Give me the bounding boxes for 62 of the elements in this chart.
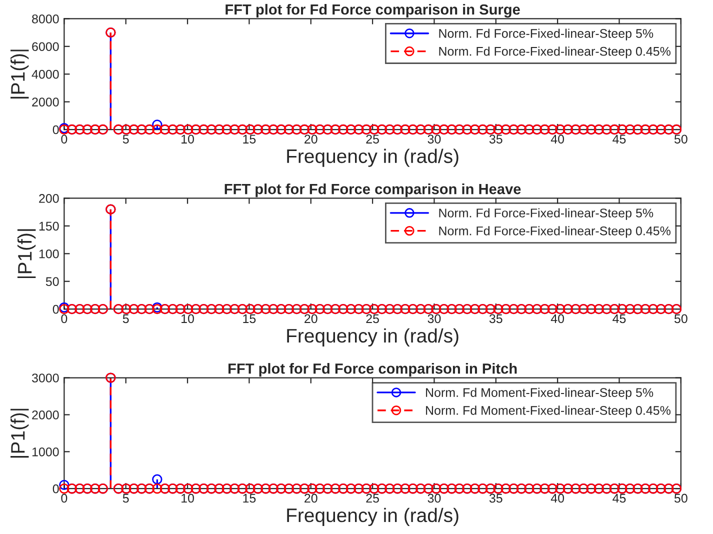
x-tick-label: 30 <box>428 314 441 324</box>
y-axis-title: |P1(f)| <box>10 50 29 98</box>
x-tick-label: 50 <box>674 134 688 144</box>
x-tick-label: 25 <box>366 134 379 144</box>
y-tick-label: 0 <box>52 125 59 134</box>
y-axis-title: |P1(f)| <box>10 408 29 458</box>
x-tick-label: 20 <box>304 314 318 324</box>
legend-label: Norm. Fd Force-Fixed-linear-Steep 5% <box>439 208 654 220</box>
x-tick-label: 35 <box>489 494 502 503</box>
x-tick-label: 10 <box>182 134 194 144</box>
y-tick-label: 200 <box>39 194 59 203</box>
y-tick-label: 2000 <box>32 98 59 106</box>
y-tick-label: 50 <box>46 277 59 286</box>
x-axis-title: Frequency in (rad/s) <box>287 148 458 167</box>
x-tick-label: 40 <box>550 134 564 144</box>
x-tick-label: 5 <box>122 494 129 503</box>
x-tick-label: 30 <box>428 134 441 144</box>
x-tick-label: 25 <box>366 494 379 503</box>
x-tick-label: 45 <box>612 134 626 144</box>
y-tick-label: 0 <box>52 304 59 314</box>
x-tick-label: 5 <box>122 134 129 144</box>
x-tick-label: 50 <box>674 494 688 503</box>
x-tick-label: 20 <box>304 494 318 503</box>
x-tick-label: 35 <box>489 314 502 324</box>
y-tick-label: 4000 <box>32 70 59 79</box>
y-tick-label: 0 <box>52 484 59 494</box>
x-tick-label: 40 <box>550 314 564 324</box>
x-tick-label: 35 <box>489 134 502 144</box>
legend-label: Norm. Fd Force-Fixed-linear-Steep 0.45% <box>439 226 670 238</box>
x-tick-label: 10 <box>182 314 194 324</box>
x-tick-label: 0 <box>61 494 68 503</box>
x-tick-label: 0 <box>61 134 68 144</box>
x-tick-label: 15 <box>243 494 256 503</box>
x-tick-label: 30 <box>428 494 441 503</box>
x-tick-label: 50 <box>674 314 688 324</box>
x-tick-label: 25 <box>366 314 379 324</box>
x-tick-label: 20 <box>304 134 318 144</box>
y-tick-label: 1000 <box>32 447 59 456</box>
y-tick-label: 8000 <box>32 14 59 24</box>
legend-label: Norm. Fd Moment-Fixed-linear-Steep 0.45% <box>426 406 670 418</box>
x-axis-title: Frequency in (rad/s) <box>287 508 458 526</box>
x-tick-label: 0 <box>61 314 68 324</box>
y-axis-title: |P1(f)| <box>17 229 36 278</box>
x-axis-title: Frequency in (rad/s) <box>287 328 458 346</box>
chart-title: FFT plot for Fd Force comparison in Pitch <box>228 363 517 377</box>
legend-label: Norm. Fd Force-Fixed-linear-Steep 0.45% <box>439 46 670 58</box>
legend-label: Norm. Fd Moment-Fixed-linear-Steep 5% <box>426 388 654 400</box>
x-tick-label: 45 <box>612 494 626 503</box>
x-tick-label: 45 <box>612 314 626 324</box>
legend-label: Norm. Fd Force-Fixed-linear-Steep 5% <box>439 28 654 40</box>
y-tick-label: 150 <box>39 222 59 231</box>
y-tick-label: 6000 <box>32 42 59 52</box>
y-tick-label: 3000 <box>32 374 59 382</box>
x-tick-label: 10 <box>182 494 194 503</box>
x-tick-label: 5 <box>122 314 129 324</box>
x-tick-label: 15 <box>243 134 256 144</box>
y-tick-label: 2000 <box>32 410 59 420</box>
x-tick-label: 40 <box>550 494 564 503</box>
y-tick-label: 100 <box>39 249 59 258</box>
chart-title: FFT plot for Fd Force comparison in Heave <box>224 184 521 198</box>
chart-title: FFT plot for Fd Force comparison in Surge <box>226 4 520 18</box>
x-tick-label: 15 <box>243 314 256 324</box>
